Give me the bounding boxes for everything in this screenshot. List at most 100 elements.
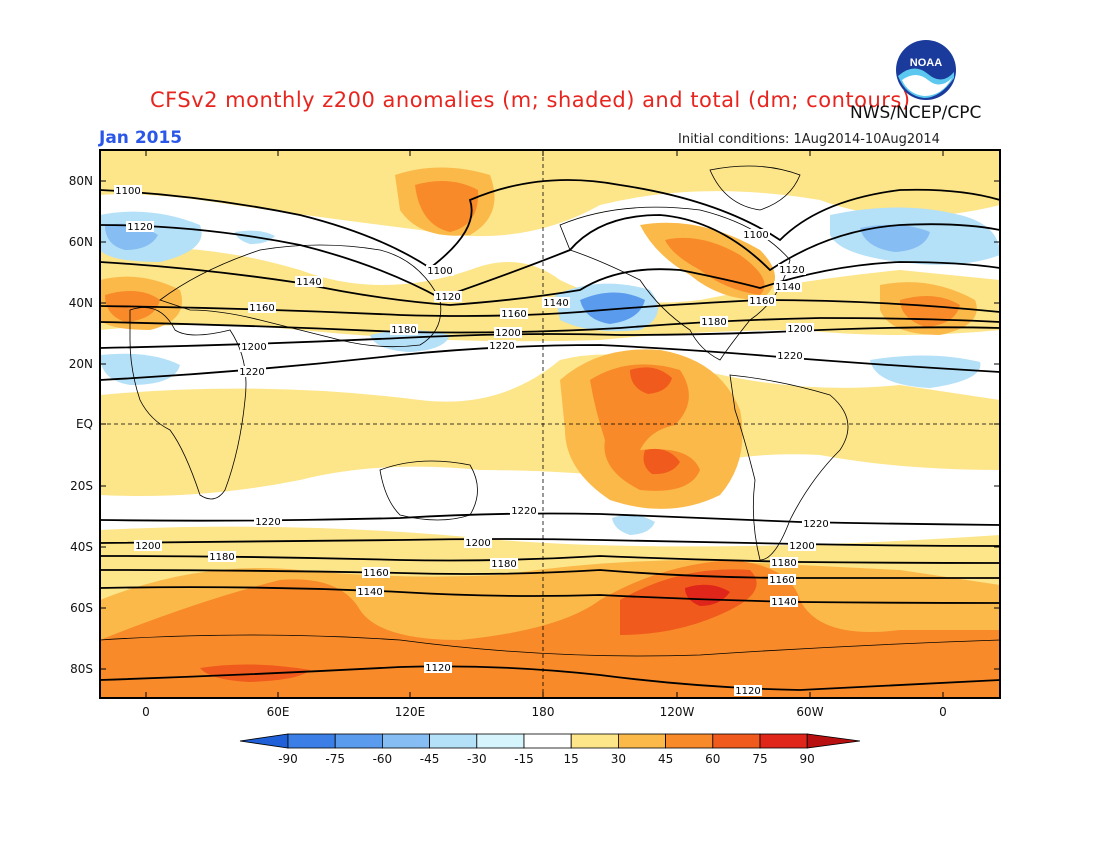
contour-label: 1180 xyxy=(390,324,418,336)
africa-outline xyxy=(129,307,247,500)
lat-label: 40S xyxy=(70,540,93,554)
lon-label: 0 xyxy=(939,705,947,719)
lon-label: 0 xyxy=(142,705,150,719)
contour-1180 xyxy=(100,317,1000,334)
contour-1160-south xyxy=(100,569,1000,579)
svg-text:1120: 1120 xyxy=(779,265,804,276)
contour-label: 1220 xyxy=(802,518,830,530)
svg-text:1160: 1160 xyxy=(769,575,794,586)
colorbar-swatch xyxy=(381,733,430,749)
colorbar-tick-label: -15 xyxy=(514,752,534,766)
colorbar-swatch xyxy=(570,733,619,749)
svg-text:1140: 1140 xyxy=(296,277,321,288)
colorbar-swatch xyxy=(618,733,667,749)
antarctica-outline xyxy=(100,634,1000,657)
svg-text:1120: 1120 xyxy=(127,222,152,233)
svg-text:1220: 1220 xyxy=(489,341,514,352)
svg-text:1100: 1100 xyxy=(427,266,452,277)
lat-label: 20S xyxy=(70,479,93,493)
svg-text:1180: 1180 xyxy=(771,558,796,569)
contour-label: 1180 xyxy=(700,316,728,328)
contour-label: 1160 xyxy=(748,295,776,307)
contour-label: 1220 xyxy=(254,516,282,528)
contour-label: 1180 xyxy=(208,551,236,563)
contour-label: 1220 xyxy=(238,366,266,378)
contour-label: 1160 xyxy=(768,574,796,586)
svg-text:1200: 1200 xyxy=(787,324,812,335)
contour-1160 xyxy=(100,299,1000,317)
eurasia-outline xyxy=(159,244,442,348)
lat-label: 60N xyxy=(69,235,93,249)
contour-label: 1140 xyxy=(295,276,323,288)
contour-label: 1140 xyxy=(770,596,798,608)
svg-text:1100: 1100 xyxy=(115,186,140,197)
colorbar-swatch xyxy=(239,733,289,749)
svg-text:1180: 1180 xyxy=(391,325,416,336)
noaa-logo-text: NOAA xyxy=(910,57,942,69)
colorbar-swatch xyxy=(287,733,336,749)
contour-label: 1200 xyxy=(494,327,522,339)
lon-label: 60E xyxy=(267,705,290,719)
contour-1140-south xyxy=(100,586,1000,604)
colorbar-tick-label: -60 xyxy=(373,752,393,766)
colorbar-tick-label: -75 xyxy=(325,752,345,766)
colorbar-swatch xyxy=(712,733,761,749)
contour-label: 1220 xyxy=(510,505,538,517)
svg-text:1220: 1220 xyxy=(511,506,536,517)
colorbar-tick-label: 45 xyxy=(658,752,673,766)
colorbar-tick-label: -45 xyxy=(420,752,440,766)
colorbar-swatch xyxy=(334,733,383,749)
svg-text:1120: 1120 xyxy=(435,292,460,303)
colorbar-tick-label: 15 xyxy=(564,752,579,766)
svg-text:1120: 1120 xyxy=(735,686,760,697)
svg-text:1160: 1160 xyxy=(501,309,526,320)
svg-text:1160: 1160 xyxy=(749,296,774,307)
contour-label: 1120 xyxy=(126,221,154,233)
svg-text:1140: 1140 xyxy=(357,587,382,598)
noaa-logo: NOAA xyxy=(896,40,956,100)
svg-text:1220: 1220 xyxy=(255,517,280,528)
svg-text:1200: 1200 xyxy=(465,538,490,549)
valid-month-label: Jan 2015 xyxy=(99,128,183,148)
lat-label: 40N xyxy=(69,296,93,310)
colorbar-swatch xyxy=(759,733,808,749)
colorbar-tick-label: -90 xyxy=(278,752,298,766)
contour-labels: 1100 1100 1100 1120 1120 1120 1140 1140 … xyxy=(114,185,830,697)
svg-text:1140: 1140 xyxy=(543,298,568,309)
colorbar-swatch xyxy=(429,733,478,749)
svg-text:1160: 1160 xyxy=(363,568,388,579)
colorbar-tick-label: 30 xyxy=(611,752,626,766)
svg-text:1100: 1100 xyxy=(743,230,768,241)
lon-label: 60W xyxy=(796,705,823,719)
colorbar-swatch xyxy=(665,733,714,749)
colorbar-swatch xyxy=(476,733,525,749)
svg-text:1120: 1120 xyxy=(425,663,450,674)
lat-label: 80S xyxy=(70,662,93,676)
svg-text:1180: 1180 xyxy=(701,317,726,328)
latitude-axis: 80N 60N 40N 20N EQ 20S 40S 60S 80S xyxy=(69,174,1000,676)
contour-label: 1160 xyxy=(362,567,390,579)
contour-1180-south xyxy=(100,555,1000,564)
lon-label: 120E xyxy=(395,705,426,719)
contour-label: 1100 xyxy=(742,229,770,241)
contour-label: 1120 xyxy=(424,662,452,674)
lat-label: 80N xyxy=(69,174,93,188)
svg-text:1140: 1140 xyxy=(771,597,796,608)
contour-1100 xyxy=(100,179,1000,270)
svg-text:1200: 1200 xyxy=(789,541,814,552)
lon-label: 120W xyxy=(660,705,695,719)
contour-label: 1220 xyxy=(776,350,804,362)
contour-1200-south xyxy=(100,538,1000,547)
colorbar-tick-label: -30 xyxy=(467,752,487,766)
contour-label: 1100 xyxy=(114,185,142,197)
contour-label: 1200 xyxy=(788,540,816,552)
contour-1120-south xyxy=(100,665,1000,691)
contour-label: 1120 xyxy=(434,291,462,303)
lon-label: 180 xyxy=(532,705,555,719)
contour-label: 1140 xyxy=(774,281,802,293)
contour-1120 xyxy=(100,214,1000,299)
agency-label: NWS/NCEP/CPC xyxy=(850,103,982,123)
colorbar-tick-label: 75 xyxy=(752,752,767,766)
initial-conditions-label: Initial conditions: 1Aug2014-10Aug2014 xyxy=(678,132,940,147)
